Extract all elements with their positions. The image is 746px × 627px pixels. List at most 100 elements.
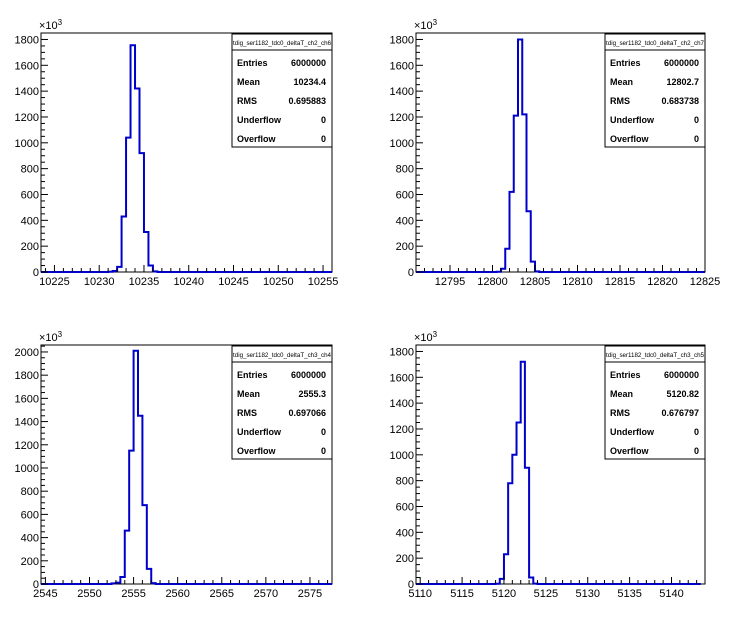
stats-box-frame: [231, 345, 333, 460]
stats-label: RMS: [237, 408, 257, 418]
stats-box-frame: [231, 33, 333, 148]
y-tick-label: 200: [21, 241, 39, 253]
y-tick-label: 1600: [390, 372, 414, 384]
x-tick-label: 10235: [129, 276, 160, 288]
x-tick-label: 5110: [408, 588, 432, 600]
x-tick-label: 5125: [534, 588, 558, 600]
histogram-panel-3: 0 200 400 600 800 1000 1200 1400 1600 1800 2000 254…: [15, 330, 333, 600]
stats-box: tdig_ser1182_tdc0_deltaT_ch3_ch5 Entries 6…: [604, 345, 706, 460]
x-tick-label: 12810: [562, 276, 593, 288]
histogram-panel-1: 0 200 400 600 800 1000 1200 1400 1600 1800 10225 10…: [15, 18, 339, 288]
stats-name: tdig_ser1182_tdc0_deltaT_ch3_ch4: [233, 352, 331, 359]
x-tick-label: 2570: [254, 588, 278, 600]
histogram-line: [41, 44, 332, 273]
stats-label: Entries: [237, 58, 268, 68]
stats-value: 0.676797: [661, 408, 699, 418]
y-tick-label: 1000: [15, 138, 39, 150]
y-tick-label: 400: [21, 533, 39, 545]
y-tick-label: 800: [21, 486, 39, 498]
stats-label: Mean: [237, 389, 260, 399]
stats-value: 0: [321, 115, 326, 125]
y-tick-label: 600: [21, 189, 39, 201]
stats-label: Entries: [237, 370, 268, 380]
y-tick-label: 1400: [15, 86, 39, 98]
stats-value: 6000000: [664, 370, 699, 380]
y-exponent-label: ×103: [39, 18, 63, 32]
x-tick-label: 5120: [492, 588, 516, 600]
x-tick-label: 5140: [659, 588, 683, 600]
stats-label: Overflow: [237, 134, 277, 144]
y-tick-label: 1400: [15, 417, 39, 429]
stats-value: 0: [694, 134, 699, 144]
y-exponent-label: ×103: [414, 330, 438, 344]
y-tick-label: 0: [408, 267, 414, 279]
y-exponent-power: 3: [433, 18, 438, 27]
stats-label: Overflow: [237, 446, 277, 456]
y-tick-label: 600: [21, 509, 39, 521]
y-tick-label: 400: [396, 527, 414, 539]
y-tick-label: 1600: [390, 60, 414, 72]
y-tick-label: 800: [396, 164, 414, 176]
y-tick-label: 400: [21, 215, 39, 227]
stats-value: 12802.7: [666, 77, 699, 87]
y-tick-label: 600: [396, 501, 414, 513]
stats-value: 0.683738: [661, 96, 699, 106]
stats-label: Mean: [610, 389, 633, 399]
y-tick-label: 1200: [390, 112, 414, 124]
stats-value: 10234.4: [293, 77, 326, 87]
x-tick-label: 2555: [121, 588, 145, 600]
x-tick-label: 2545: [33, 588, 57, 600]
stats-name: tdig_ser1182_tdc0_deltaT_ch2_ch7: [606, 40, 704, 47]
x-tick-label: 12805: [520, 276, 551, 288]
stats-label: Underflow: [610, 115, 655, 125]
stats-box: tdig_ser1182_tdc0_deltaT_ch2_ch7 Entries 6…: [604, 33, 706, 148]
histogram-panel-2: 0 200 400 600 800 1000 1200 1400 1600 1800 12795 12…: [390, 18, 721, 288]
stats-value: 0.697066: [288, 408, 326, 418]
stats-value: 6000000: [291, 58, 326, 68]
stats-label: Mean: [610, 77, 633, 87]
stats-box-frame: [604, 345, 706, 460]
y-tick-label: 1600: [15, 60, 39, 72]
y-tick-label: 1600: [15, 393, 39, 405]
stats-label: Overflow: [610, 446, 650, 456]
y-tick-label: 800: [396, 476, 414, 488]
y-exponent-label: ×103: [39, 330, 63, 344]
y-exponent-power: 3: [58, 18, 63, 27]
stats-value: 6000000: [291, 370, 326, 380]
stats-value: 6000000: [664, 58, 699, 68]
y-tick-label: 2000: [15, 347, 39, 359]
x-tick-label: 12795: [435, 276, 466, 288]
y-tick-label: 0: [408, 579, 414, 591]
x-tick-label: 10255: [308, 276, 339, 288]
x-tick-label: 2575: [298, 588, 322, 600]
histogram-line: [41, 349, 332, 585]
stats-label: Entries: [610, 370, 641, 380]
y-exponent-power: 3: [433, 330, 438, 339]
stats-value: 0: [694, 427, 699, 437]
x-tick-label: 12800: [477, 276, 508, 288]
stats-value: 0: [694, 115, 699, 125]
y-exponent-power: 3: [58, 330, 63, 339]
x-tick-label: 12815: [605, 276, 636, 288]
x-tick-label: 10230: [84, 276, 115, 288]
x-tick-label: 10240: [173, 276, 204, 288]
x-tick-label: 10245: [218, 276, 249, 288]
y-tick-label: 1400: [390, 86, 414, 98]
stats-label: Underflow: [610, 427, 655, 437]
y-tick-label: 1800: [390, 34, 414, 46]
stats-box-frame: [604, 33, 706, 148]
y-tick-label: 600: [396, 189, 414, 201]
stats-value: 5120.82: [666, 389, 699, 399]
stats-box: tdig_ser1182_tdc0_deltaT_ch2_ch6 Entries 6…: [231, 33, 333, 148]
x-tick-label: 2560: [165, 588, 189, 600]
y-tick-label: 1200: [15, 112, 39, 124]
histogram-panel-4: 0 200 400 600 800 1000 1200 1400 1600 1800 5110 511…: [390, 330, 706, 600]
y-tick-label: 0: [33, 579, 39, 591]
x-tick-label: 5115: [450, 588, 474, 600]
x-tick-label: 2565: [210, 588, 234, 600]
stats-label: Mean: [237, 77, 260, 87]
stats-label: Underflow: [237, 427, 282, 437]
y-tick-label: 1800: [15, 34, 39, 46]
